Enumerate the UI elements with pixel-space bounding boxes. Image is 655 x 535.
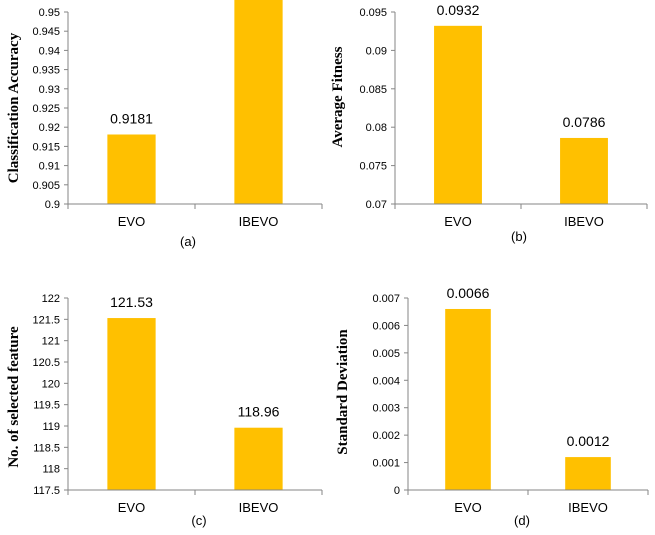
y-tick-label: 0.005 (372, 348, 400, 360)
y-tick-label: 122 (42, 293, 60, 305)
chart-panel-3: 0 0.001 0.002 0.003 0.004 0.005 0.006 0.007 EVO I… (335, 285, 649, 528)
data-label: 121.53 (110, 294, 153, 310)
y-tick-label: 0.004 (372, 375, 400, 387)
y-tick-label: 120.5 (32, 357, 60, 369)
x-tick-label: IBEVO (239, 500, 279, 515)
bar-ibevo (565, 457, 611, 490)
y-tick-label: 0.91 (39, 161, 60, 173)
y-tick-label: 0.93 (39, 84, 60, 96)
bar-ibevo (234, 0, 283, 205)
y-tick-label: 0.07 (366, 199, 387, 211)
y-tick-label: 0.925 (32, 103, 60, 115)
y-tick-label: 0.915 (32, 141, 60, 153)
data-label: 0.0932 (437, 2, 480, 18)
y-tick-label: 119.5 (33, 400, 60, 412)
bar-evo (107, 318, 156, 490)
panel-caption: (a) (180, 234, 196, 249)
x-tick-label: EVO (444, 214, 471, 229)
y-axis-title: Standard Deviation (335, 329, 351, 455)
y-tick-label: 0.08 (366, 122, 387, 134)
x-tick-label: IBEVO (564, 214, 604, 229)
y-tick-label: 0.92 (39, 122, 60, 134)
bar-ibevo (560, 137, 608, 204)
data-label: 0.9181 (110, 110, 153, 126)
y-tick-label: 0.075 (359, 161, 387, 173)
data-label: 118.96 (238, 404, 280, 420)
y-tick-label: 117.5 (33, 485, 60, 497)
data-label: 0.0066 (447, 285, 490, 301)
panel-caption: (b) (511, 229, 527, 244)
y-tick-label: 119 (42, 421, 60, 433)
y-tick-label: 0.9 (45, 199, 60, 211)
x-tick-label: EVO (454, 500, 481, 515)
bar-ibevo (234, 427, 283, 490)
panel-caption: (c) (191, 513, 206, 528)
chart-panel-1: 0.07 0.075 0.08 0.085 0.09 0.095 EVO IBEVO 0.093… (330, 2, 648, 244)
y-tick-label: 121 (42, 336, 60, 348)
data-label: 0.0012 (567, 433, 610, 449)
y-tick-label: 121.5 (32, 314, 60, 326)
bar-evo (434, 25, 482, 204)
chart-panel-0: 0.9 0.905 0.91 0.915 0.92 0.925 0.93 0.935 0.94 0… (6, 0, 323, 249)
chart-panel-2: 117.5 118 118.5 119 119.5 120 120.5 121 121.5 122… (6, 293, 323, 528)
y-tick-label: 0.94 (39, 45, 60, 57)
y-tick-label: 0.945 (32, 26, 60, 38)
y-axis-title: Classification Accuracy (6, 32, 22, 183)
y-tick-label: 0.09 (366, 45, 387, 57)
x-tick-label: EVO (118, 214, 145, 229)
data-label: 0.0786 (563, 114, 606, 130)
y-tick-label: 0.905 (32, 180, 60, 192)
bar-evo (445, 308, 491, 490)
y-tick-label: 0 (394, 485, 400, 497)
y-tick-label: 0.003 (372, 403, 400, 415)
y-tick-label: 0.935 (32, 65, 60, 77)
y-axis-title: Average Fitness (330, 46, 346, 147)
y-tick-label: 0.95 (39, 7, 60, 19)
y-tick-label: 0.001 (372, 458, 400, 470)
y-tick-label: 0.006 (372, 320, 400, 332)
x-tick-label: IBEVO (568, 500, 608, 515)
y-tick-label: 118.5 (33, 442, 60, 454)
panel-caption: (d) (514, 513, 530, 528)
bar-evo (107, 134, 156, 204)
y-tick-label: 0.007 (372, 293, 400, 305)
x-tick-label: EVO (118, 500, 145, 515)
y-tick-label: 0.002 (372, 430, 400, 442)
y-tick-label: 120 (42, 378, 60, 390)
x-tick-label: IBEVO (239, 214, 279, 229)
y-tick-label: 118 (42, 464, 60, 476)
y-axis-title: No. of selected feature (6, 326, 22, 468)
y-tick-label: 0.085 (359, 84, 387, 96)
y-tick-label: 0.095 (359, 7, 387, 19)
